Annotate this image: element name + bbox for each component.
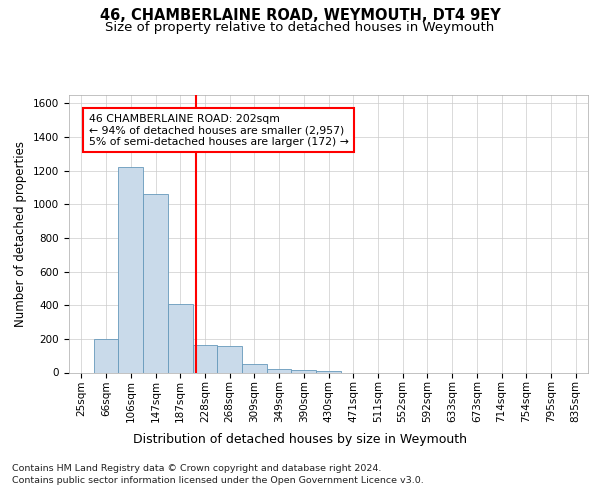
Bar bbox=[168, 304, 193, 372]
Bar bbox=[267, 369, 292, 372]
Text: Size of property relative to detached houses in Weymouth: Size of property relative to detached ho… bbox=[106, 21, 494, 34]
Bar bbox=[316, 371, 341, 372]
Y-axis label: Number of detached properties: Number of detached properties bbox=[14, 141, 28, 327]
Text: 46 CHAMBERLAINE ROAD: 202sqm
← 94% of detached houses are smaller (2,957)
5% of : 46 CHAMBERLAINE ROAD: 202sqm ← 94% of de… bbox=[89, 114, 349, 146]
Text: Distribution of detached houses by size in Weymouth: Distribution of detached houses by size … bbox=[133, 432, 467, 446]
Bar bbox=[242, 364, 267, 372]
Text: 46, CHAMBERLAINE ROAD, WEYMOUTH, DT4 9EY: 46, CHAMBERLAINE ROAD, WEYMOUTH, DT4 9EY bbox=[100, 8, 500, 22]
Bar bbox=[292, 370, 316, 372]
Bar bbox=[217, 346, 242, 372]
Bar bbox=[118, 168, 143, 372]
Bar bbox=[94, 339, 118, 372]
Bar bbox=[193, 345, 217, 372]
Text: Contains public sector information licensed under the Open Government Licence v3: Contains public sector information licen… bbox=[12, 476, 424, 485]
Text: Contains HM Land Registry data © Crown copyright and database right 2024.: Contains HM Land Registry data © Crown c… bbox=[12, 464, 382, 473]
Bar bbox=[143, 194, 168, 372]
